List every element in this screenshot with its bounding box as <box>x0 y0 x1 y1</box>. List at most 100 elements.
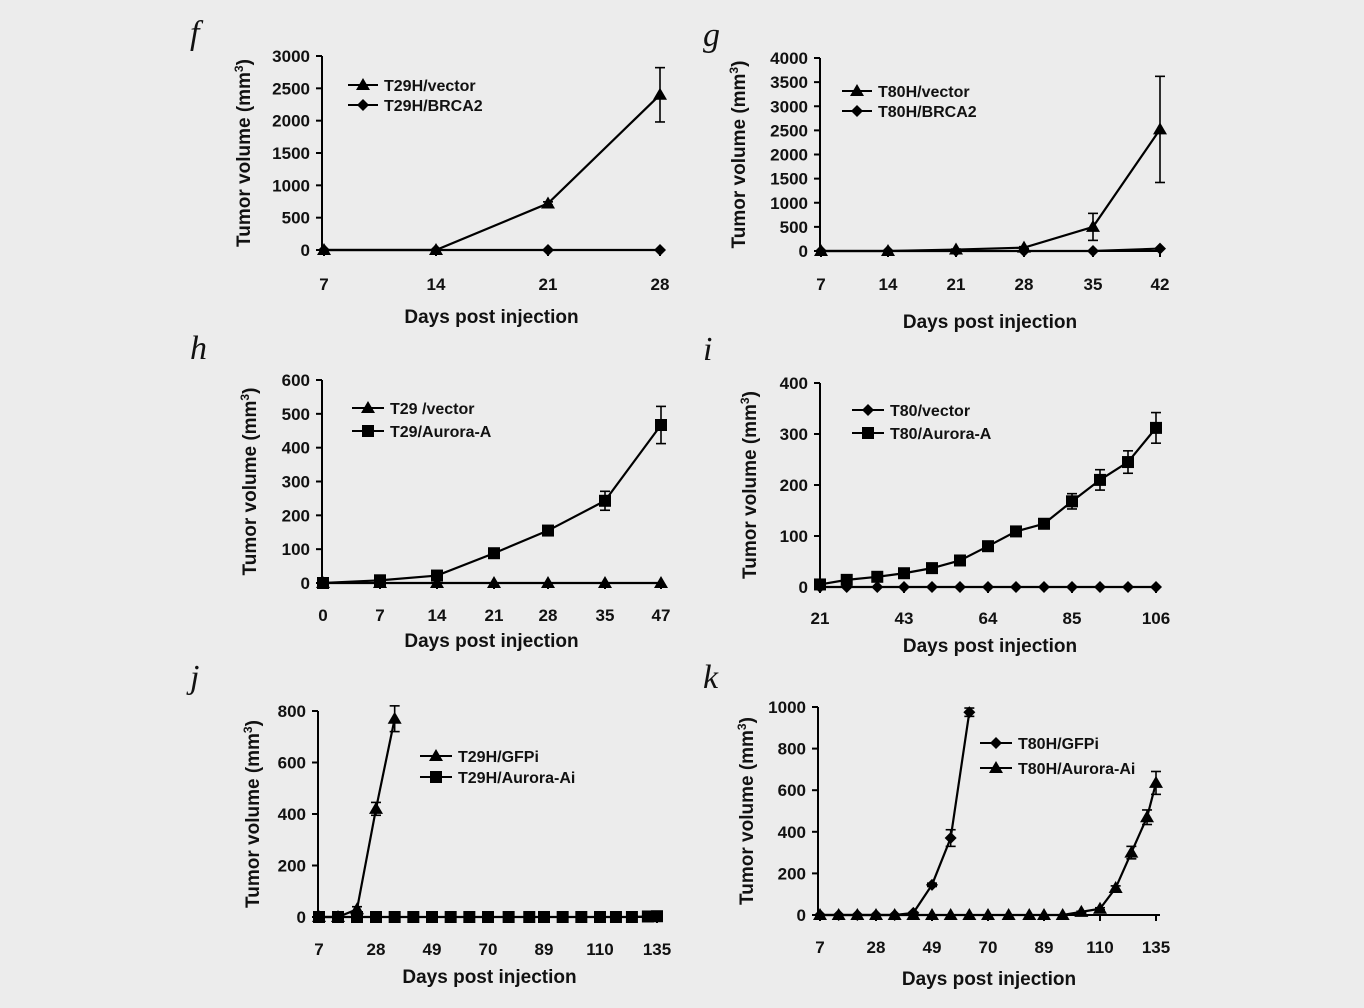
data-point-square <box>317 577 329 589</box>
data-point-triangle <box>1108 880 1123 893</box>
series-T29H/BRCA2 <box>318 244 666 256</box>
x-tick-label: 89 <box>1035 938 1054 957</box>
data-point-diamond <box>1010 581 1022 593</box>
data-point-square <box>1094 473 1106 486</box>
series-T29 /vector <box>316 576 668 588</box>
y-tick-label: 1000 <box>768 698 806 717</box>
legend-label: T80H/Aurora-Ai <box>1018 761 1135 778</box>
data-point-triangle <box>869 908 883 920</box>
x-tick-label: 70 <box>479 940 498 959</box>
x-tick-label: 47 <box>652 606 671 625</box>
data-point-diamond <box>1122 581 1134 593</box>
legend-label: T80H/GFPi <box>1018 736 1099 753</box>
panel-label: j <box>186 659 199 696</box>
data-point-diamond <box>318 244 330 256</box>
x-tick-label: 135 <box>1142 938 1170 957</box>
legend: T29H/GFPi T29H/Aurora-Ai <box>420 749 575 787</box>
data-point-triangle <box>487 576 501 588</box>
y-axis-title: Tumor volume (mm3) <box>727 61 750 249</box>
x-tick-label: 7 <box>314 940 323 959</box>
data-point-square <box>351 911 363 923</box>
x-tick-label: 7 <box>816 275 825 294</box>
y-tick-label: 300 <box>780 425 808 444</box>
y-tick-label: 3500 <box>770 73 808 92</box>
y-tick-label: 600 <box>778 781 806 800</box>
data-point-square <box>898 567 910 580</box>
data-point-triangle <box>906 908 921 920</box>
data-point-triangle <box>1153 122 1167 135</box>
y-tick-label: 100 <box>282 540 310 559</box>
legend-label: T80/Aurora-A <box>890 426 992 443</box>
data-point-diamond <box>357 99 369 111</box>
panel-label: h <box>190 330 207 367</box>
data-point-diamond <box>1154 242 1166 255</box>
y-tick-label: 0 <box>799 242 808 261</box>
data-point-triangle <box>598 576 612 588</box>
series-T80H/vector <box>814 75 1167 256</box>
chart-panel-i: i 0 100 200 300 400 21 43 64 85 106 Days post injec… <box>703 331 1170 657</box>
data-point-triangle <box>541 196 555 209</box>
y-axis-title: Tumor volume (mm3) <box>738 391 761 579</box>
data-point-square <box>651 910 663 923</box>
legend-label: T29H/vector <box>384 78 476 95</box>
x-tick-label: 28 <box>867 938 886 957</box>
y-tick-label: 400 <box>278 805 306 824</box>
x-tick-label: 28 <box>539 606 558 625</box>
data-point-triangle <box>850 908 865 920</box>
data-point-triangle <box>850 84 864 96</box>
data-point-diamond <box>990 737 1002 749</box>
data-point-square <box>488 547 500 560</box>
legend-label: T29H/Aurora-Ai <box>458 770 575 787</box>
y-axis-title: Tumor volume (mm3) <box>232 59 255 247</box>
legend-label: T80/vector <box>890 403 970 420</box>
y-tick-label: 1000 <box>770 194 808 213</box>
y-tick-label: 1000 <box>272 176 310 195</box>
series-T29H/GFPi <box>312 705 402 922</box>
data-point-triangle <box>1037 908 1051 920</box>
legend-label: T29H/BRCA2 <box>384 98 483 115</box>
legend-label: T80H/BRCA2 <box>878 104 977 121</box>
legend-label: T29H/GFPi <box>458 749 539 766</box>
y-tick-label: 2000 <box>272 112 310 131</box>
y-axis-title: Tumor volume (mm3) <box>735 717 758 905</box>
data-point-square <box>594 911 606 923</box>
data-point-square <box>1010 525 1022 538</box>
x-tick-label: 28 <box>651 275 670 294</box>
data-point-square <box>655 418 667 431</box>
y-tick-label: 300 <box>282 473 310 492</box>
y-tick-label: 400 <box>778 823 806 842</box>
data-point-triangle <box>1001 908 1016 920</box>
data-point-square <box>362 425 374 437</box>
y-tick-label: 800 <box>278 702 306 721</box>
y-tick-label: 400 <box>780 374 808 393</box>
data-point-diamond <box>815 245 827 257</box>
x-tick-label: 110 <box>586 940 613 959</box>
data-point-triangle <box>356 78 370 90</box>
chart-panel-g: g 0 500 1000 1500 2000 2500 3000 3500 4000 7 14 21 28… <box>703 17 1169 333</box>
data-point-diamond <box>1087 245 1099 257</box>
y-tick-label: 2500 <box>272 79 310 98</box>
series-T29/Aurora-A <box>317 405 667 589</box>
data-point-square <box>1038 517 1050 530</box>
series-T80/vector <box>814 581 1162 593</box>
data-point-square <box>609 911 622 923</box>
data-point-triangle <box>430 576 444 588</box>
x-axis-title: Days post injection <box>402 967 576 988</box>
series-T29H/Aurora-Ai <box>313 910 663 923</box>
x-tick-label: 35 <box>1084 275 1103 294</box>
data-point-square <box>407 911 420 923</box>
data-point-triangle <box>962 908 977 920</box>
data-point-square <box>426 911 438 923</box>
data-point-square <box>641 910 654 923</box>
data-point-diamond <box>1038 581 1050 593</box>
legend-label: T80H/vector <box>878 84 970 101</box>
data-point-square <box>814 578 826 591</box>
series-T80H/BRCA2 <box>815 242 1166 257</box>
data-point-square <box>332 911 344 923</box>
data-point-square <box>523 911 536 923</box>
data-point-square <box>542 524 554 537</box>
x-axis-title: Days post injection <box>404 307 578 328</box>
data-point-square <box>862 427 874 439</box>
y-tick-label: 2000 <box>770 146 808 165</box>
y-tick-label: 200 <box>278 857 306 876</box>
